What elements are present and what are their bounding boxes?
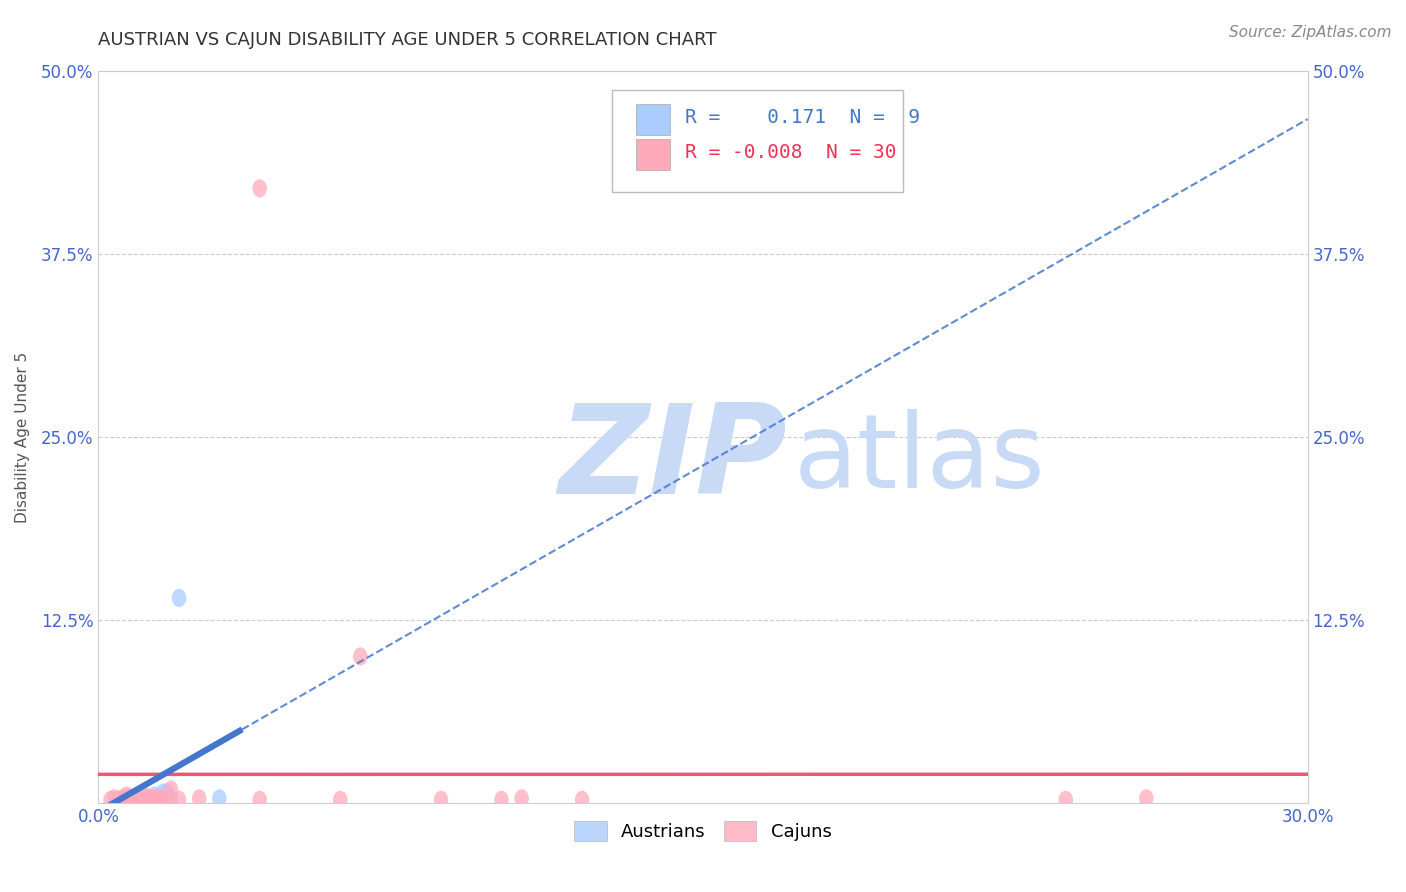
FancyBboxPatch shape xyxy=(613,90,903,192)
Ellipse shape xyxy=(148,787,162,805)
Ellipse shape xyxy=(156,783,170,802)
Ellipse shape xyxy=(148,789,162,807)
Text: R = -0.008  N = 30: R = -0.008 N = 30 xyxy=(685,143,897,162)
Ellipse shape xyxy=(156,790,170,809)
Text: atlas: atlas xyxy=(793,409,1046,509)
Ellipse shape xyxy=(212,789,226,807)
Ellipse shape xyxy=(1059,790,1073,809)
Ellipse shape xyxy=(434,790,449,809)
Legend: Austrians, Cajuns: Austrians, Cajuns xyxy=(567,814,839,848)
Ellipse shape xyxy=(111,790,125,809)
Ellipse shape xyxy=(139,789,155,807)
Ellipse shape xyxy=(193,789,207,807)
Ellipse shape xyxy=(495,790,509,809)
Ellipse shape xyxy=(152,789,166,807)
Ellipse shape xyxy=(1139,789,1153,807)
Ellipse shape xyxy=(143,789,157,807)
Ellipse shape xyxy=(172,790,186,809)
Ellipse shape xyxy=(139,788,155,806)
Text: R =    0.171  N =  9: R = 0.171 N = 9 xyxy=(685,108,920,127)
Ellipse shape xyxy=(124,790,138,809)
Ellipse shape xyxy=(124,789,138,807)
Ellipse shape xyxy=(160,783,174,802)
Ellipse shape xyxy=(353,648,367,665)
Y-axis label: Disability Age Under 5: Disability Age Under 5 xyxy=(15,351,30,523)
Ellipse shape xyxy=(103,790,118,809)
Ellipse shape xyxy=(120,789,134,807)
Ellipse shape xyxy=(132,789,146,807)
Text: Source: ZipAtlas.com: Source: ZipAtlas.com xyxy=(1229,25,1392,40)
Ellipse shape xyxy=(172,589,186,607)
Ellipse shape xyxy=(107,789,122,807)
Ellipse shape xyxy=(163,780,179,798)
Text: ZIP: ZIP xyxy=(558,399,786,519)
Ellipse shape xyxy=(120,787,134,805)
Ellipse shape xyxy=(115,789,129,807)
Ellipse shape xyxy=(253,179,267,197)
Ellipse shape xyxy=(163,789,179,807)
Ellipse shape xyxy=(575,790,589,809)
Ellipse shape xyxy=(515,789,529,807)
FancyBboxPatch shape xyxy=(637,104,671,135)
Ellipse shape xyxy=(253,790,267,809)
FancyBboxPatch shape xyxy=(637,139,671,170)
Ellipse shape xyxy=(135,789,150,807)
Ellipse shape xyxy=(152,790,166,809)
Ellipse shape xyxy=(128,788,142,806)
Text: AUSTRIAN VS CAJUN DISABILITY AGE UNDER 5 CORRELATION CHART: AUSTRIAN VS CAJUN DISABILITY AGE UNDER 5… xyxy=(98,31,717,49)
Ellipse shape xyxy=(333,790,347,809)
Ellipse shape xyxy=(132,789,146,807)
Ellipse shape xyxy=(160,790,174,809)
Ellipse shape xyxy=(128,790,142,809)
